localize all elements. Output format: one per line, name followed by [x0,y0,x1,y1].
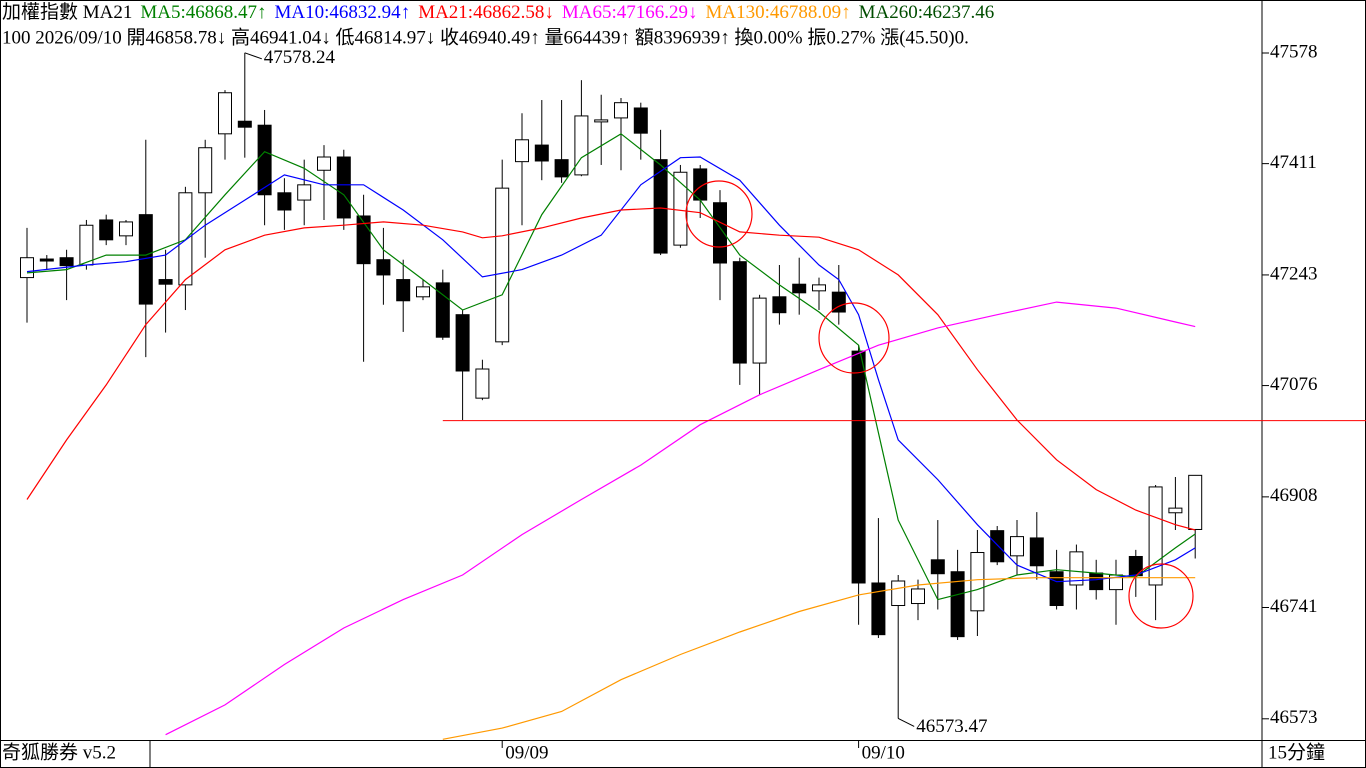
y-tick-label: 47243 [1270,263,1318,284]
candle-body [1029,537,1044,567]
candle-body [198,147,213,194]
candle-body [515,139,529,163]
candle-body [792,283,807,294]
candle-body [831,291,846,313]
candle-body [495,187,510,343]
footer-right: 15分鐘 [1268,741,1325,763]
candle-body [633,107,648,134]
candle-body [396,279,411,302]
candle-body [1010,536,1024,557]
candle-body [554,159,569,178]
legend-trend: ↓ [544,2,554,23]
legend-entry: MA5:46868.47 [140,2,257,23]
candle-body [158,279,173,285]
candle-body [356,215,371,265]
candle-body [218,92,232,135]
x-tick-label: 09/10 [862,742,905,763]
ma-line [26,207,1196,531]
annotation: 47578.24 [264,47,336,68]
legend-entry: MA10:46832.94 [275,2,402,23]
candle-body [614,102,628,119]
candle-body [39,258,54,262]
candle-body [119,221,133,237]
highlight-circle [1128,563,1194,629]
candle-body [20,257,34,279]
title: 加權指數 MA21 [2,1,132,23]
legend-entry: MA21:46862.58 [418,2,544,23]
candle-body [237,120,252,128]
candle-body [336,156,351,219]
candle-body [594,119,609,123]
candle-body [534,144,549,162]
candle-body [277,192,292,211]
ma-line [26,133,1196,601]
candle-body [653,159,668,254]
annotation-leader [244,52,262,60]
y-tick-label: 46741 [1270,596,1318,617]
highlight-circle [685,180,753,248]
candle-body [59,257,74,267]
candle-body [1049,571,1064,607]
legend-trend: ↑ [257,2,267,23]
candle-body [178,192,193,286]
legend-trend: ↓ [688,2,698,23]
candle-body [950,571,965,638]
candle-body [970,552,985,612]
candle-body [713,202,727,264]
legend-trend: ↑ [401,2,411,23]
y-tick-label: 46908 [1270,485,1318,506]
candle-body [930,559,945,575]
plot-area [20,52,1203,740]
candle-body [1168,507,1183,514]
candle-body [990,530,1005,563]
candle-body [574,115,589,176]
legend-entry: MA130:46788.09 [706,2,842,23]
candle-body [1069,551,1084,586]
legend-entry: MA260:46237.46 [859,2,995,23]
info-line: 100 2026/09/10 開46858.78↓ 高46941.04↓ 低46… [2,26,969,48]
annotation-leader [897,718,915,727]
candle-body [455,314,470,372]
candle-body [911,588,925,605]
y-tick-label: 47578 [1270,41,1318,62]
highlight-circle [818,302,890,374]
candle-body [257,124,272,196]
candle-body [772,296,787,314]
candle-body [871,582,886,636]
legend-trend: ↑ [841,2,851,23]
y-tick-label: 47076 [1270,374,1318,395]
candle-body [297,184,312,201]
candle-body [376,259,391,276]
candle-body [891,580,906,607]
y-tick-label: 46573 [1270,707,1318,728]
candle-body [752,297,767,364]
candle-body [435,282,450,338]
candle-body [1148,486,1163,586]
candle-body [475,368,490,399]
candle-body [99,219,114,241]
y-tick-label: 47411 [1270,152,1317,173]
ma-line [442,577,1196,740]
candle-body [1089,572,1104,591]
candle-body [812,284,826,292]
footer-left: 奇狐勝券 v5.2 [2,741,116,763]
candle-body [1188,474,1203,530]
ma-line [26,156,1196,583]
x-tick-label: 09/09 [505,742,548,763]
annotation: 46573.47 [916,716,987,737]
candle-body [79,224,94,266]
legend: 加權指數 MA21 MA5:46868.47↑ MA10:46832.94↑ MA21… [2,1,994,23]
ma-line [165,301,1196,736]
candle-body [851,350,866,584]
legend-entry: MA65:47166.29 [562,2,688,23]
candle-body [416,286,430,298]
candle-body [732,261,747,364]
candle-body [317,156,331,171]
